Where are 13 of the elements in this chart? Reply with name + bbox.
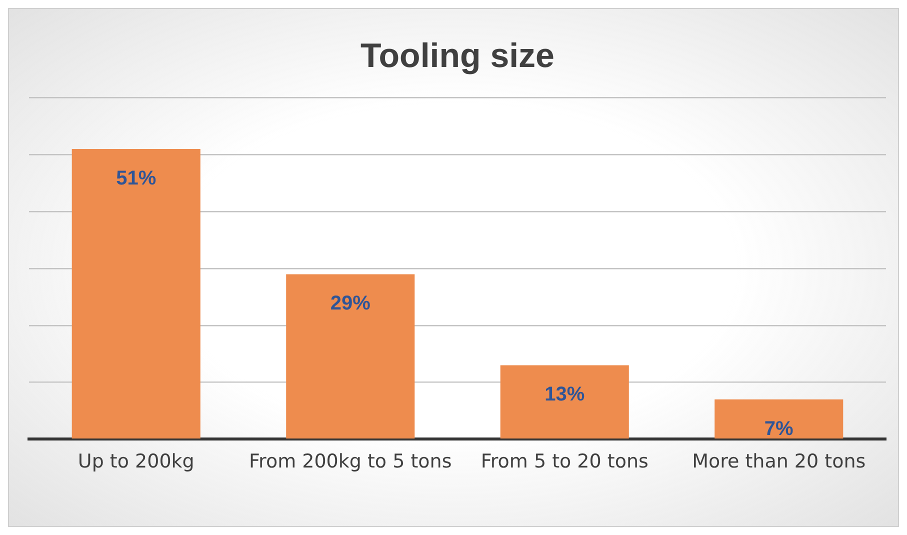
chart-title: Tooling size xyxy=(360,36,554,75)
data-label: 7% xyxy=(764,418,794,440)
x-tick-label: More than 20 tons xyxy=(692,450,866,473)
bar xyxy=(286,274,415,439)
x-tick-label: From 200kg to 5 tons xyxy=(249,450,452,473)
x-tick-label: Up to 200kg xyxy=(78,450,194,473)
bar xyxy=(500,365,629,439)
x-tick-label: From 5 to 20 tons xyxy=(480,450,648,473)
data-label: 51% xyxy=(116,168,156,190)
data-label: 13% xyxy=(544,384,585,406)
bar xyxy=(72,149,200,439)
data-label: 29% xyxy=(330,292,371,315)
bar xyxy=(714,399,844,439)
